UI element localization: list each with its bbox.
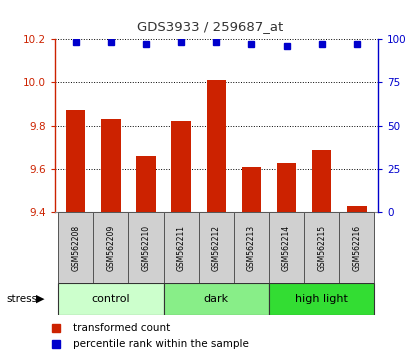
Bar	[163, 212, 199, 283]
Bar	[304, 212, 339, 283]
Bar	[199, 212, 234, 283]
Bar	[93, 212, 129, 283]
Bar	[101, 119, 121, 212]
Text: GDS3933 / 259687_at: GDS3933 / 259687_at	[137, 20, 283, 33]
Bar	[207, 80, 226, 212]
Text: GSM562209: GSM562209	[106, 225, 116, 271]
Text: GSM562215: GSM562215	[317, 225, 326, 271]
Bar	[58, 283, 163, 315]
Text: GSM562214: GSM562214	[282, 225, 291, 271]
Bar	[171, 121, 191, 212]
Bar	[312, 149, 331, 212]
Text: GSM562210: GSM562210	[142, 225, 150, 271]
Text: dark: dark	[204, 294, 229, 304]
Bar	[129, 212, 163, 283]
Bar	[277, 162, 296, 212]
Text: GSM562211: GSM562211	[177, 225, 186, 271]
Bar	[269, 212, 304, 283]
Text: control: control	[92, 294, 130, 304]
Text: transformed count: transformed count	[73, 322, 170, 332]
Text: GSM562212: GSM562212	[212, 225, 221, 271]
Text: stress: stress	[6, 294, 37, 304]
Bar	[347, 206, 367, 212]
Bar	[163, 283, 269, 315]
Text: ▶: ▶	[36, 294, 44, 304]
Text: GSM562208: GSM562208	[71, 225, 80, 271]
Text: percentile rank within the sample: percentile rank within the sample	[73, 339, 249, 349]
Bar	[234, 212, 269, 283]
Bar	[66, 110, 85, 212]
Text: GSM562213: GSM562213	[247, 225, 256, 271]
Bar	[58, 212, 93, 283]
Bar	[339, 212, 375, 283]
Text: high light: high light	[295, 294, 348, 304]
Bar	[269, 283, 375, 315]
Bar	[136, 156, 156, 212]
Bar	[242, 167, 261, 212]
Text: GSM562216: GSM562216	[352, 225, 361, 271]
